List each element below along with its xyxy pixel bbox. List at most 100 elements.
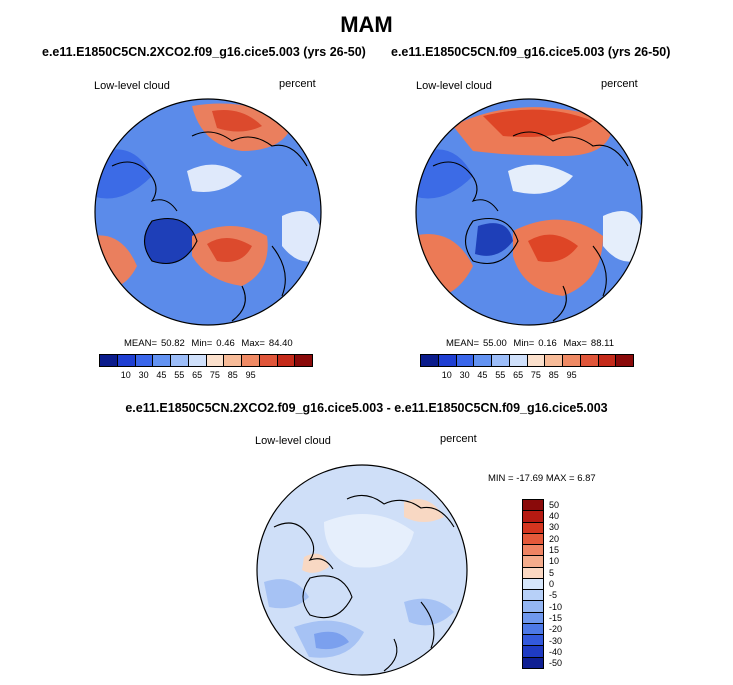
page-title: MAM [340, 12, 393, 37]
panel1-field-siberia-core [212, 110, 262, 132]
panel3-field-europe-mid [404, 598, 454, 626]
colorbar-swatch [580, 355, 599, 366]
colorbar-swatch [135, 355, 154, 366]
colorbar-swatch [188, 355, 207, 366]
colorbar-swatch [224, 355, 242, 366]
colorbar-swatch [616, 355, 633, 366]
colorbar-tick-label: -20 [549, 624, 563, 635]
colorbar-swatch [523, 511, 543, 523]
colorbar-swatch [545, 355, 563, 366]
panel3-field-siberia-warm [404, 499, 444, 522]
colorbar-swatch [523, 657, 543, 668]
panel1-mean-value: 50.82 [161, 338, 185, 349]
panel3-field-pacific-mid [264, 579, 309, 609]
colorbar-tick-label: -40 [549, 647, 563, 657]
panel3-coastlines [273, 494, 455, 672]
colorbar-swatch [456, 355, 475, 366]
colorbar-tick-label: 85 [548, 370, 559, 380]
colorbar-tick-label: 5 [549, 567, 555, 578]
colorbar-swatch [421, 355, 439, 366]
colorbar-tick-label: 20 [549, 533, 560, 544]
panel1-coastlines [111, 131, 308, 322]
panel2-map-border [415, 98, 643, 326]
colorbar-swatch [523, 635, 543, 647]
colorbar-tick-label: 85 [227, 370, 238, 380]
colorbar-tick-label: 95 [566, 370, 577, 380]
colorbar-swatch [523, 545, 543, 557]
panel1-title: e.e11.E1850C5CN.2XCO2.f09_g16.cice5.003 … [42, 45, 366, 59]
colorbar-tick-label: 0 [549, 579, 555, 589]
panel3-min-max: MIN = -17.69 MAX = 6.87 [488, 473, 596, 484]
colorbar-swatch [277, 355, 296, 366]
panel3-field-arctic-light [324, 514, 414, 568]
colorbar-swatch [523, 533, 543, 546]
colorbar-swatch [523, 567, 543, 579]
panel1-field-greenland [144, 218, 197, 264]
colorbar-tick-label: 50 [549, 499, 560, 510]
colorbar-tick-label: 10 [549, 556, 560, 567]
colorbar-swatch [295, 355, 312, 366]
colorbar-tick-label: 65 [513, 370, 524, 380]
colorbar-swatch [509, 355, 528, 366]
colorbar-tick-label: 10 [120, 370, 131, 380]
colorbar-swatch [523, 578, 543, 591]
panel2-min-value: 0.16 [538, 338, 557, 349]
panel2-polar-map [415, 98, 643, 326]
panel3-units-label: percent [440, 433, 477, 445]
panel1-field-arctic-pale [187, 164, 242, 192]
panel2-field-atlantic-core [528, 234, 578, 262]
colorbar-tick-label: -15 [549, 613, 563, 623]
colorbar-swatch [523, 590, 543, 602]
panel1-max-value: 84.40 [268, 338, 293, 349]
panel1-filled-contours [95, 99, 321, 325]
colorbar-swatch [171, 355, 189, 366]
panel3-variable-label: Low-level cloud [255, 435, 331, 447]
colorbar-tick-label: 30 [459, 370, 470, 380]
colorbar-swatch [206, 355, 225, 366]
colorbar-swatch [474, 355, 492, 366]
panel1-colorbar [99, 354, 313, 367]
colorbar-tick-label: 10 [441, 370, 452, 380]
colorbar-tick-label: 65 [192, 370, 203, 380]
panel3-filled-contours [257, 465, 467, 675]
panel3-map-border [256, 464, 468, 676]
panel2-stats: MEAN= 55.00 Min= 0.16 Max= 88.11 [446, 338, 614, 349]
colorbar-tick-label: 75 [209, 370, 220, 380]
colorbar-swatch [523, 623, 543, 636]
panel2-colorbar-ticks: 10 30 45 55 65 75 85 95 [420, 370, 634, 382]
colorbar-tick-label: -50 [549, 658, 563, 669]
colorbar-tick-label: -5 [549, 590, 558, 601]
colorbar-tick-label: -30 [549, 635, 563, 646]
colorbar-swatch [242, 355, 260, 366]
colorbar-swatch [563, 355, 581, 366]
colorbar-swatch [523, 500, 543, 512]
panel2-filled-contours [416, 99, 642, 325]
colorbar-swatch [527, 355, 546, 366]
panel3-base-field [257, 465, 467, 675]
panel2-field-europe-pale [603, 211, 642, 262]
panel2-coastlines [432, 131, 629, 322]
panel2-colorbar [420, 354, 634, 367]
colorbar-swatch [523, 612, 543, 624]
colorbar-tick-label: 75 [530, 370, 541, 380]
panel1-colorbar-ticks: 10 30 45 55 65 75 85 95 [99, 370, 313, 382]
panel2-units-label: percent [601, 78, 638, 90]
panel2-variable-label: Low-level cloud [416, 80, 492, 92]
colorbar-swatch [100, 355, 118, 366]
panel1-polar-map [94, 98, 322, 326]
panel3-title: e.e11.E1850C5CN.2XCO2.f09_g16.cice5.003 … [125, 401, 608, 415]
colorbar-tick-label: 15 [549, 545, 560, 555]
colorbar-swatch [438, 355, 457, 366]
panel1-variable-label: Low-level cloud [94, 80, 170, 92]
panel1-units-label: percent [279, 78, 316, 90]
colorbar-swatch [523, 601, 543, 613]
colorbar-swatch [523, 556, 543, 568]
colorbar-swatch [153, 355, 171, 366]
panel3-field-atlantic-strong [314, 631, 349, 650]
colorbar-swatch [492, 355, 510, 366]
panel1-map-border [94, 98, 322, 326]
colorbar-tick-label: 45 [477, 370, 488, 380]
panel2-mean-value: 55.00 [483, 338, 507, 349]
panel3-field-greenland-warm [302, 553, 329, 573]
colorbar-swatch [259, 355, 278, 366]
